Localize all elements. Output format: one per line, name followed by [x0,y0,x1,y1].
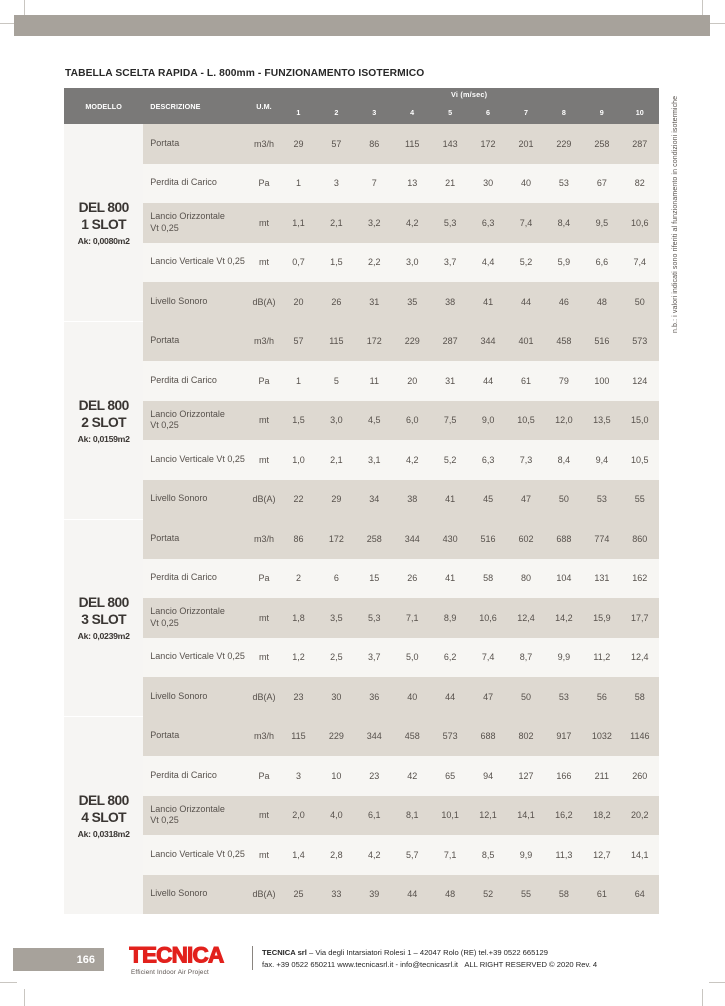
svg-text:TECNICA: TECNICA [129,944,224,967]
